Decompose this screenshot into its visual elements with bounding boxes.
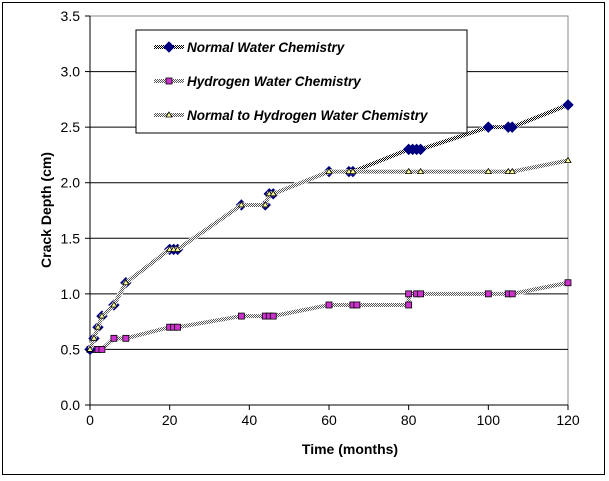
data-point-normal-to-hydrogen-water-chemistry [110,301,118,308]
series-layer [84,99,574,356]
data-point-normal-to-hydrogen-water-chemistry [564,156,572,163]
data-point-hydrogen-water-chemistry [174,323,182,331]
x-tick-label: 120 [556,412,580,428]
y-tick-label: 0.0 [61,397,81,413]
data-point-normal-water-chemistry [506,121,518,133]
data-point-normal-to-hydrogen-water-chemistry [98,312,106,319]
data-point-normal-to-hydrogen-water-chemistry [416,167,425,175]
data-point-hydrogen-water-chemistry [484,290,492,298]
legend-label: Normal to Hydrogen Water Chemistry [187,108,429,123]
legend-item-hydrogen-water-chemistry: Hydrogen Water Chemistry [154,74,362,89]
y-tick-label: 0.5 [61,341,81,357]
data-point-hydrogen-water-chemistry [98,346,106,353]
data-point-hydrogen-water-chemistry [325,301,333,309]
x-tick-label: 20 [162,412,178,428]
x-tick-label: 100 [477,412,501,428]
y-tick-label: 3.0 [61,64,81,80]
data-point-hydrogen-water-chemistry [405,290,413,298]
data-point-hydrogen-water-chemistry [237,312,245,320]
legend-swatch-marker [165,77,173,85]
y-tick-label: 1.5 [61,230,81,246]
data-point-normal-to-hydrogen-water-chemistry [349,167,357,175]
legend-item-normal-to-hydrogen-water-chemistry: Normal to Hydrogen Water Chemistry [154,108,429,123]
data-point-normal-to-hydrogen-water-chemistry [90,334,98,341]
data-point-normal-to-hydrogen-water-chemistry [325,167,333,175]
series-normal-to-hydrogen-water-chemistry [86,156,572,352]
data-point-normal-to-hydrogen-water-chemistry [94,323,102,330]
data-point-normal-to-hydrogen-water-chemistry [173,245,182,252]
data-point-normal-to-hydrogen-water-chemistry [261,201,269,208]
data-point-hydrogen-water-chemistry [122,334,130,342]
data-point-normal-water-chemistry [482,121,495,133]
legend-box [135,29,468,134]
legend-swatch-marker [163,41,175,53]
tick-labels: 0.0 0.5 1.0 1.5 2.0 2.5 3.0 3.5 0 20 40 60 80 100 120 [61,8,580,428]
data-point-normal-to-hydrogen-water-chemistry [508,167,516,175]
data-point-normal-to-hydrogen-water-chemistry [269,190,277,197]
x-tick-label: 40 [242,412,258,428]
data-point-hydrogen-water-chemistry [269,312,277,320]
legend-swatch-marker [165,111,173,118]
y-tick-label: 2.0 [61,175,81,191]
y-tick-label: 2.5 [61,119,81,135]
series-hydrogen-water-chemistry [86,279,572,353]
data-point-normal-water-chemistry [562,99,574,111]
data-point-hydrogen-water-chemistry [405,301,413,309]
legend: Normal Water Chemistry Hydrogen Water Che… [135,29,468,134]
x-axis-title: Time (months) [302,441,398,457]
data-point-normal-to-hydrogen-water-chemistry [86,345,94,352]
data-point-hydrogen-water-chemistry [353,301,361,309]
y-tick-label: 1.0 [61,286,81,302]
legend-label: Hydrogen Water Chemistry [187,74,362,89]
data-point-normal-to-hydrogen-water-chemistry [122,278,130,286]
data-point-normal-water-chemistry [414,143,427,156]
data-point-hydrogen-water-chemistry [564,279,572,287]
legend-label: Normal Water Chemistry [187,40,346,55]
x-tick-label: 80 [401,412,417,428]
y-axis-title: Crack Depth (cm) [38,152,54,268]
y-tick-label: 3.5 [61,8,81,24]
data-point-normal-to-hydrogen-water-chemistry [484,167,493,175]
x-tick-label: 60 [321,412,337,428]
series-line-normal-to-hydrogen-water-chemistry [88,158,569,351]
data-point-normal-to-hydrogen-water-chemistry [404,167,413,175]
legend-item-normal-water-chemistry: Normal Water Chemistry [154,40,346,55]
x-tick-label: 0 [86,412,94,428]
axes [85,15,569,410]
data-point-normal-to-hydrogen-water-chemistry [237,201,246,208]
data-point-hydrogen-water-chemistry [110,334,118,342]
data-point-hydrogen-water-chemistry [417,290,425,298]
data-point-hydrogen-water-chemistry [508,290,516,298]
